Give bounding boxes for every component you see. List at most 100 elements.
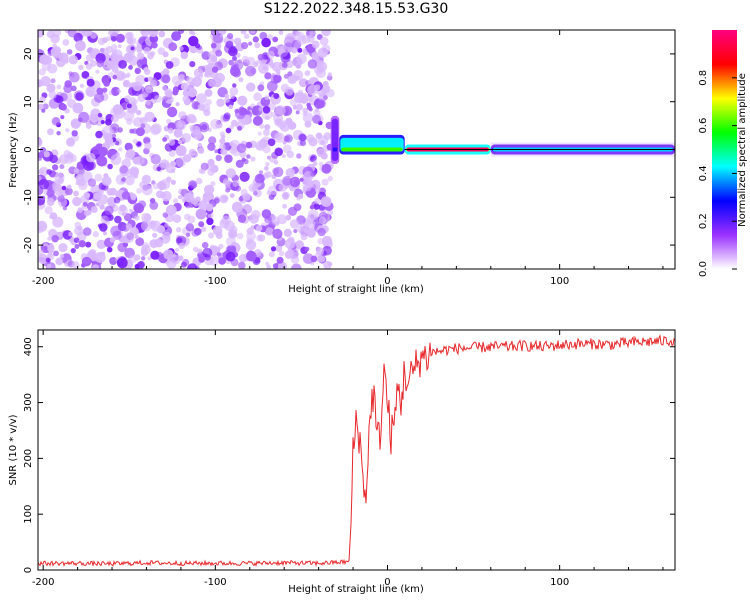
heatmap-noise-cell xyxy=(188,30,194,35)
heatmap-noise-cell xyxy=(317,47,328,58)
heatmap-noise-cell xyxy=(254,42,261,49)
heatmap-noise-cell xyxy=(86,78,95,87)
heatmap-noise-cell xyxy=(215,49,223,57)
heatmap-noise-cell xyxy=(186,76,194,85)
heatmap-noise-cell xyxy=(45,257,51,263)
heatmap-noise-cell xyxy=(295,103,303,111)
heatmap-noise-cell xyxy=(51,116,61,126)
heatmap-noise-cell xyxy=(284,250,294,259)
heatmap-noise-cell xyxy=(95,202,100,207)
heatmap-noise-cell xyxy=(171,31,182,42)
heatmap-x-tick-label: 0 xyxy=(384,276,390,287)
heatmap-noise-cell xyxy=(197,142,202,148)
heatmap-noise-cell xyxy=(291,263,302,269)
heatmap-noise-cell xyxy=(126,103,132,109)
heatmap-noise-cell xyxy=(151,123,162,135)
heatmap-noise-cell xyxy=(95,69,100,74)
heatmap-noise-cell xyxy=(307,209,319,221)
heatmap-noise-cell xyxy=(56,84,62,90)
heatmap-noise-cell xyxy=(109,237,116,243)
heatmap-noise-cell xyxy=(223,178,231,186)
heatmap-noise-cell xyxy=(70,119,79,127)
heatmap-noise-cell xyxy=(289,219,300,229)
heatmap-noise-cell xyxy=(238,77,244,83)
heatmap-noise-cell xyxy=(237,214,247,223)
heatmap-noise-cell xyxy=(38,253,48,264)
heatmap-noise-cell xyxy=(67,30,77,38)
heatmap-noise-cell xyxy=(194,43,201,49)
heatmap-noise-layer xyxy=(38,30,335,269)
heatmap-noise-cell xyxy=(308,228,315,235)
heatmap-noise-cell xyxy=(42,103,49,110)
heatmap-noise-cell xyxy=(258,63,269,74)
heatmap-noise-cell xyxy=(46,189,55,198)
heatmap-noise-cell xyxy=(128,65,133,70)
heatmap-noise-cell xyxy=(141,212,152,223)
heatmap-noise-cell xyxy=(254,173,265,184)
heatmap-noise-cell xyxy=(38,226,44,234)
heatmap-noise-cell xyxy=(123,110,135,122)
heatmap-noise-cell xyxy=(78,64,84,71)
heatmap-noise-cell xyxy=(296,196,301,201)
heatmap-noise-cell xyxy=(295,240,304,249)
heatmap-noise-cell xyxy=(228,46,238,57)
heatmap-noise-cell xyxy=(152,182,160,190)
heatmap-noise-cell xyxy=(235,159,244,168)
heatmap-noise-cell xyxy=(259,170,263,175)
heatmap-noise-cell xyxy=(190,125,201,136)
heatmap-noise-cell xyxy=(215,154,222,162)
heatmap-noise-cell xyxy=(225,40,234,49)
heatmap-noise-cell xyxy=(315,108,320,112)
heatmap-noise-cell xyxy=(107,31,113,36)
heatmap-noise-cell xyxy=(239,171,250,182)
heatmap-noise-cell xyxy=(276,71,281,76)
heatmap-noise-cell xyxy=(134,215,140,221)
heatmap-noise-cell xyxy=(135,237,145,247)
heatmap-noise-cell xyxy=(240,30,247,35)
heatmap-noise-cell xyxy=(220,134,226,140)
heatmap-noise-cell xyxy=(196,93,207,104)
heatmap-noise-cell xyxy=(59,164,65,170)
heatmap-noise-cell xyxy=(150,51,156,57)
heatmap-noise-cell xyxy=(202,247,213,258)
heatmap-noise-cell xyxy=(91,264,100,269)
heatmap-noise-cell xyxy=(210,119,221,130)
heatmap-noise-cell xyxy=(161,74,171,84)
heatmap-noise-cell xyxy=(64,187,73,196)
heatmap-noise-cell xyxy=(275,244,283,252)
heatmap-noise-cell xyxy=(152,232,158,238)
heatmap-noise-cell xyxy=(57,232,63,238)
heatmap-noise-cell xyxy=(282,175,292,186)
heatmap-noise-cell xyxy=(128,208,134,213)
heatmap-noise-cell xyxy=(122,79,131,88)
heatmap-noise-cell xyxy=(77,207,83,213)
heatmap-noise-cell xyxy=(38,151,44,159)
heatmap-noise-cell xyxy=(87,178,97,187)
snr-x-axis-label: Height of straight line (km) xyxy=(288,584,424,595)
heatmap-noise-cell xyxy=(204,89,213,97)
heatmap-noise-cell xyxy=(78,180,88,191)
heatmap-noise-cell xyxy=(110,225,122,237)
heatmap-noise-cell xyxy=(326,89,335,98)
heatmap-noise-cell xyxy=(246,82,256,92)
heatmap-signal-core-0 xyxy=(332,147,338,152)
heatmap-y-tick-label: 20 xyxy=(23,48,34,61)
heatmap-noise-cell xyxy=(242,192,251,201)
heatmap-noise-cell xyxy=(220,148,228,156)
heatmap-noise-cell xyxy=(103,47,109,53)
heatmap-noise-cell xyxy=(195,177,203,185)
snr-x-tick-label: -200 xyxy=(32,577,55,588)
heatmap-noise-cell xyxy=(185,202,191,209)
heatmap-noise-cell xyxy=(111,88,119,97)
heatmap-noise-cell xyxy=(132,81,142,92)
heatmap-noise-cell xyxy=(245,141,253,149)
heatmap-noise-cell xyxy=(323,132,332,141)
heatmap-noise-cell xyxy=(219,138,226,145)
heatmap-noise-cell xyxy=(156,166,161,172)
heatmap-noise-cell xyxy=(43,245,48,251)
heatmap-noise-cell xyxy=(149,30,157,35)
heatmap-noise-cell xyxy=(128,255,137,264)
snr-x-tick-label: -100 xyxy=(204,577,227,588)
heatmap-noise-cell xyxy=(289,74,297,82)
heatmap-noise-cell xyxy=(96,60,104,68)
